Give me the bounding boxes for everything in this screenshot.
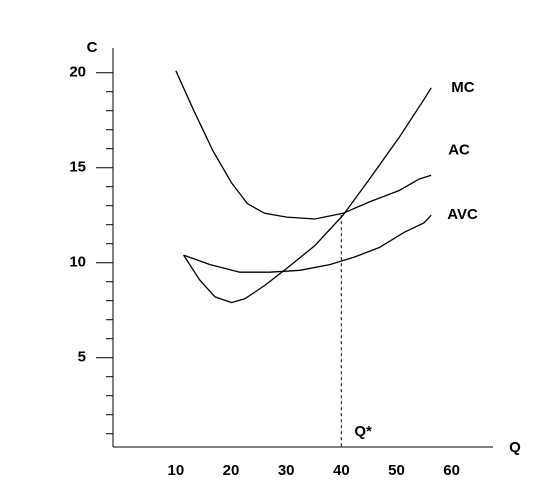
curve-label: AVC [447,206,478,223]
y-tick-label: 10 [69,254,86,271]
q-star-label: Q* [354,423,372,440]
y-tick-label: 5 [78,349,86,366]
curve-label: AC [448,141,470,158]
x-tick-label: 60 [443,462,460,479]
curve-label: MC [451,79,474,96]
x-tick-label: 40 [333,462,350,479]
cost-curve [183,87,432,304]
y-tick-label: 15 [69,159,86,176]
cost-curve [183,214,432,273]
y-tick-label: 20 [69,64,86,81]
x-tick-label: 50 [388,462,405,479]
y-axis-label: C [87,39,98,56]
x-tick-label: 10 [168,462,185,479]
x-tick-label: 20 [223,462,240,479]
x-axis-label: Q [509,439,521,456]
x-tick-label: 30 [278,462,295,479]
cost-curve [175,70,432,220]
